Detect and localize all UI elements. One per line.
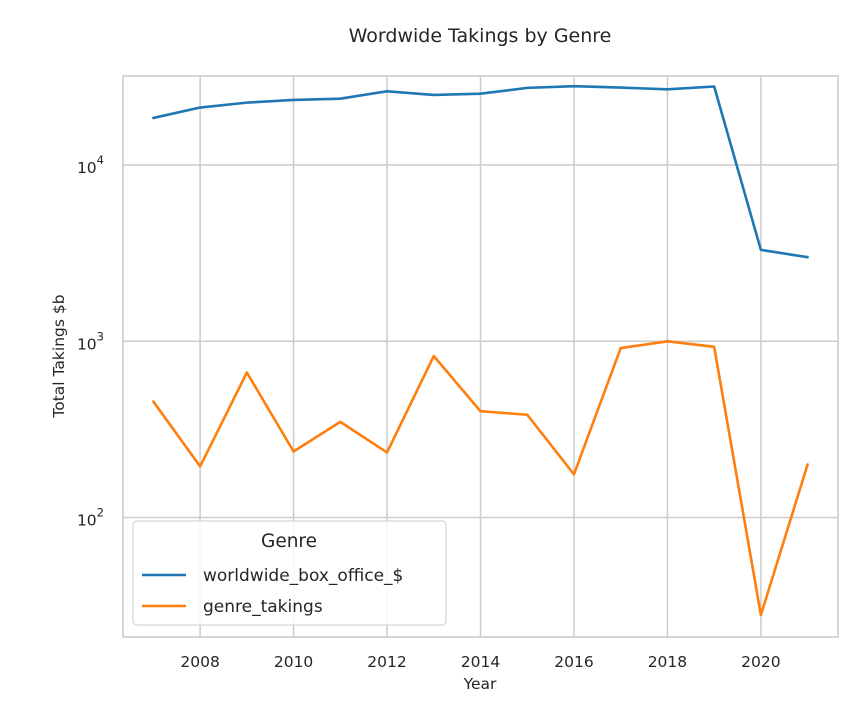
legend-label: genre_takings [203,597,323,617]
legend-entries: worldwide_box_office_$ genre_takings [142,566,403,617]
x-tick-label: 2012 [367,653,406,671]
legend-title: Genre [261,531,317,552]
plot-area-frame [122,75,839,638]
x-tick-label: 2018 [648,653,687,671]
y-tick-label: 102 [77,506,104,530]
y-tick-exponent: 4 [97,153,104,167]
legend-box [132,520,447,626]
y-tick-exponent: 3 [97,329,104,343]
chart-title: Wordwide Takings by Genre [349,25,612,47]
series-lines [152,84,809,617]
y-tick-base: 10 [77,335,97,353]
x-axis-label: Year [463,675,497,693]
x-axis-ticks: 2008 2010 2012 2014 2016 2018 2020 [180,653,780,671]
legend: Genre worldwide_box_office_$ genre_taking… [132,520,447,626]
x-tick-label: 2016 [554,653,593,671]
y-tick-base: 10 [77,512,97,530]
y-axis-label: Total Takings $b [50,294,68,418]
y-tick-label: 104 [77,153,104,177]
series-line-genre-takings [152,339,809,617]
x-tick-label: 2014 [461,653,500,671]
legend-label: worldwide_box_office_$ [203,566,403,586]
grid [123,76,838,637]
x-tick-label: 2010 [274,653,313,671]
y-tick-exponent: 2 [97,506,104,520]
series-line-worldwide-box-office [152,84,809,259]
y-tick-base: 10 [77,159,97,177]
x-tick-label: 2008 [180,653,219,671]
x-tick-label: 2020 [741,653,780,671]
y-tick-label: 103 [77,329,104,353]
